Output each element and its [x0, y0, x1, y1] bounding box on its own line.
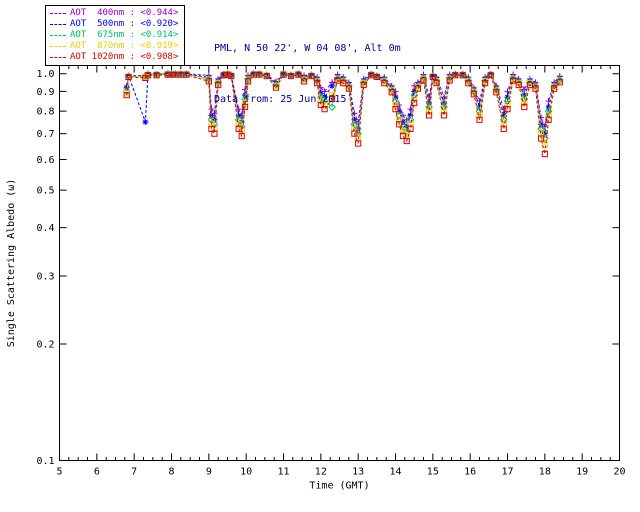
- y-tick-label: 1.0: [36, 69, 54, 80]
- y-tick-label: 0.9: [36, 87, 54, 98]
- legend-item-400nm: AOT 400nm : <0.944>: [50, 8, 178, 19]
- legend-line-sample-1020nm: [50, 57, 66, 58]
- legend-item-675nm: AOT 675nm : <0.914>: [50, 30, 178, 41]
- legend-item-1020nm: AOT 1020nm : <0.908>: [50, 52, 178, 63]
- x-axis-title: Time (GMT): [309, 481, 369, 492]
- plot-header: PML, N 50 22', W 04 08', Alt 0m Data fro…: [214, 6, 401, 142]
- legend-box: AOT 400nm : <0.944> AOT 500nm : <0.920> …: [45, 5, 186, 66]
- legend-label-870nm: AOT 870nm : <0.919>: [70, 41, 179, 51]
- x-tick-label: 10: [240, 467, 252, 478]
- y-axis-title: Single Scattering Albedo (ω): [6, 179, 17, 348]
- legend-line-sample-870nm: [50, 46, 66, 47]
- series-line: [126, 74, 561, 155]
- x-tick-label: 11: [277, 467, 289, 478]
- x-tick-label: 7: [131, 467, 137, 478]
- legend-item-500nm: AOT 500nm : <0.920>: [50, 19, 178, 30]
- x-tick-label: 16: [464, 467, 476, 478]
- x-tick-label: 14: [389, 467, 401, 478]
- legend-line-sample-675nm: [50, 35, 66, 36]
- y-tick-label: 0.3: [36, 271, 54, 282]
- x-tick-label: 6: [94, 467, 100, 478]
- legend-label-500nm: AOT 500nm : <0.920>: [70, 19, 179, 29]
- y-tick-label: 0.5: [36, 186, 54, 197]
- x-tick-label: 13: [352, 467, 364, 478]
- y-tick-label: 0.2: [36, 340, 54, 351]
- series-markers: [123, 71, 563, 158]
- data-date: Data from: 25 Jun 2015: [214, 94, 347, 105]
- y-tick-label: 0.4: [36, 223, 54, 234]
- y-tick-label: 0.8: [36, 107, 54, 118]
- series-aot-1020nm: [123, 71, 563, 158]
- legend-label-1020nm: AOT 1020nm : <0.908>: [70, 52, 179, 62]
- x-tick-label: 20: [613, 467, 625, 478]
- y-tick-label: 0.6: [36, 155, 54, 166]
- x-tick-label: 12: [315, 467, 327, 478]
- x-tick-label: 17: [501, 467, 513, 478]
- legend-item-870nm: AOT 870nm : <0.919>: [50, 41, 178, 52]
- station-info: PML, N 50 22', W 04 08', Alt 0m: [214, 43, 401, 54]
- x-tick-label: 5: [56, 467, 62, 478]
- y-tick-label: 0.1: [36, 456, 54, 467]
- legend-label-400nm: AOT 400nm : <0.944>: [70, 8, 179, 18]
- legend-label-675nm: AOT 675nm : <0.914>: [70, 30, 179, 40]
- legend-line-sample-400nm: [50, 13, 66, 14]
- x-tick-label: 9: [206, 467, 212, 478]
- legend-line-sample-500nm: [50, 24, 66, 25]
- x-tick-label: 19: [576, 467, 588, 478]
- x-tick-label: 15: [427, 467, 439, 478]
- x-tick-label: 18: [539, 467, 551, 478]
- y-tick-label: 0.7: [36, 129, 54, 140]
- x-tick-label: 8: [168, 467, 174, 478]
